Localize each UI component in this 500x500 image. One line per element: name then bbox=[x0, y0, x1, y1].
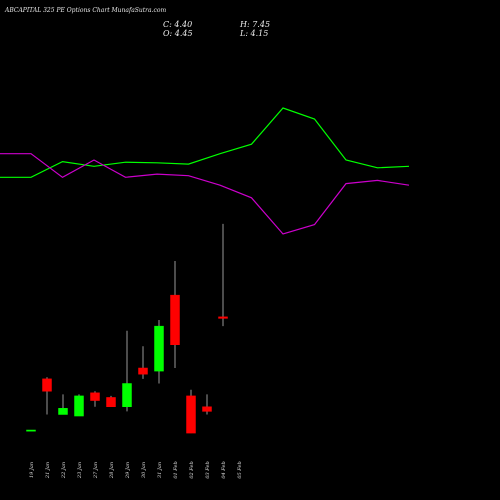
high-value: H: 7.45 bbox=[240, 20, 271, 29]
candle-body-12 bbox=[218, 316, 228, 319]
close-value: C: 4.40 bbox=[163, 20, 193, 29]
x-tick-label-4: 27 Jan bbox=[93, 462, 99, 479]
candle-body-9 bbox=[170, 294, 180, 345]
candle-body-8 bbox=[154, 325, 164, 372]
x-tick-label-3: 23 Jan bbox=[77, 462, 83, 479]
x-tick-label-10: 02 Feb bbox=[189, 461, 195, 478]
candle-body-2 bbox=[58, 408, 68, 415]
candle-body-4 bbox=[90, 392, 100, 401]
candle-body-0 bbox=[26, 429, 36, 432]
low-value: L: 4.15 bbox=[240, 29, 269, 38]
x-tick-label-2: 22 Jan bbox=[61, 462, 67, 479]
x-tick-label-5: 28 Jan bbox=[109, 462, 115, 479]
x-tick-label-11: 03 Feb bbox=[205, 461, 211, 478]
candle-body-3 bbox=[74, 395, 84, 417]
candle-body-1 bbox=[42, 378, 52, 392]
candle-body-6 bbox=[122, 383, 132, 407]
x-tick-label-13: 05 Feb bbox=[237, 461, 243, 478]
x-tick-label-1: 21 Jan bbox=[45, 462, 51, 479]
open-value: O: 4.45 bbox=[163, 29, 193, 38]
candle-body-11 bbox=[202, 406, 212, 412]
x-tick-label-8: 31 Jan bbox=[157, 462, 163, 478]
candle-body-5 bbox=[106, 397, 116, 408]
series-line-0 bbox=[0, 107, 410, 178]
chart-title: ABCAPITAL 325 PE Options Chart MunafaSut… bbox=[5, 7, 167, 14]
x-tick-label-6: 29 Jan bbox=[125, 462, 131, 479]
x-tick-label-7: 30 Jan bbox=[141, 462, 147, 478]
x-tick-label-0: 19 Jan bbox=[29, 462, 35, 478]
x-tick-label-9: 01 Feb bbox=[173, 461, 179, 478]
x-tick-label-12: 04 Feb bbox=[221, 461, 227, 478]
series-line-1 bbox=[0, 153, 410, 235]
candle-body-10 bbox=[186, 395, 196, 434]
candle-body-7 bbox=[138, 367, 148, 375]
